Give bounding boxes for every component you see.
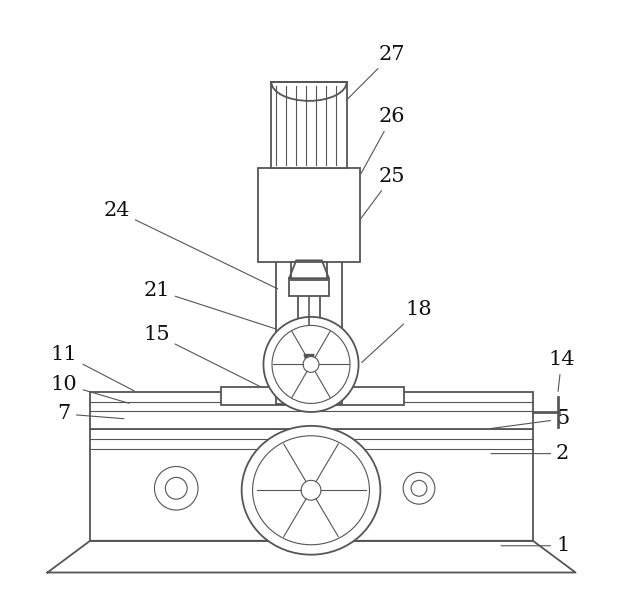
Text: 11: 11 bbox=[51, 345, 134, 391]
Circle shape bbox=[272, 325, 350, 404]
Circle shape bbox=[411, 481, 427, 496]
Text: 27: 27 bbox=[346, 45, 406, 100]
Circle shape bbox=[301, 481, 321, 500]
Text: 1: 1 bbox=[501, 536, 569, 555]
Circle shape bbox=[403, 473, 435, 504]
Bar bbox=[90, 392, 533, 429]
Bar bbox=[221, 387, 404, 405]
Bar bbox=[277, 171, 298, 387]
Text: 2: 2 bbox=[491, 444, 569, 463]
Bar bbox=[90, 429, 533, 541]
Circle shape bbox=[303, 356, 319, 372]
Bar bbox=[259, 168, 359, 262]
Text: 18: 18 bbox=[361, 301, 432, 362]
Ellipse shape bbox=[242, 426, 381, 554]
Circle shape bbox=[264, 317, 359, 412]
Polygon shape bbox=[304, 355, 314, 370]
Text: 15: 15 bbox=[143, 325, 263, 388]
Text: 5: 5 bbox=[491, 410, 569, 428]
Bar bbox=[320, 171, 342, 387]
Bar bbox=[277, 384, 342, 404]
Text: 24: 24 bbox=[103, 201, 278, 289]
Polygon shape bbox=[47, 541, 576, 573]
Text: 7: 7 bbox=[58, 404, 124, 424]
Circle shape bbox=[165, 478, 187, 499]
Bar bbox=[289, 278, 329, 296]
Ellipse shape bbox=[252, 436, 369, 545]
Text: 21: 21 bbox=[143, 281, 275, 329]
Text: 25: 25 bbox=[331, 167, 406, 258]
Text: 10: 10 bbox=[51, 375, 129, 403]
Polygon shape bbox=[289, 261, 329, 278]
Bar bbox=[291, 262, 327, 280]
Text: 14: 14 bbox=[548, 350, 575, 391]
Text: 26: 26 bbox=[361, 107, 406, 174]
Bar bbox=[272, 82, 346, 168]
Circle shape bbox=[155, 467, 198, 510]
